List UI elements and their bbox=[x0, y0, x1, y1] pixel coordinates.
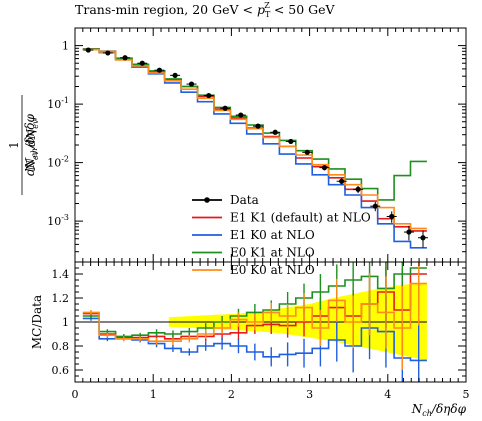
data-point bbox=[139, 60, 145, 66]
main-series-4 bbox=[82, 48, 427, 230]
data-point bbox=[406, 229, 412, 235]
ylabel-den-n: N bbox=[24, 160, 38, 172]
data-point bbox=[321, 165, 328, 171]
ratio-series-2 bbox=[82, 267, 427, 338]
ylabel-dnum: dN bbox=[24, 128, 38, 147]
data-point bbox=[188, 81, 195, 87]
xlabel-rest: /δηδφ bbox=[431, 402, 467, 416]
ylabel-den: Nev dNev bbox=[24, 119, 40, 172]
data-point bbox=[420, 235, 426, 241]
x-axis-title: Nch/δηδφ bbox=[411, 402, 467, 418]
data-point bbox=[122, 55, 128, 61]
data-point bbox=[222, 105, 228, 111]
legend: Data E1 K1 (default) at NLO E1 K0 at NLO E0… bbox=[192, 193, 371, 277]
data-point bbox=[304, 149, 310, 155]
x-tick-label: 4 bbox=[384, 388, 391, 401]
data-point bbox=[238, 112, 244, 118]
ratio-series-1 bbox=[82, 317, 427, 362]
x-tick-label: 1 bbox=[150, 388, 157, 401]
main-series-3 bbox=[82, 48, 427, 201]
title-prefix: Trans-min region, 20 GeV < bbox=[75, 2, 257, 17]
data-point bbox=[255, 123, 261, 129]
main-y-tick-label: 10-2 bbox=[47, 155, 69, 170]
xlabel-n: N bbox=[411, 402, 423, 416]
main-y-tick-label: 10-1 bbox=[47, 96, 69, 111]
ratio-y-tick-label: 1.4 bbox=[52, 268, 70, 281]
data-point bbox=[172, 72, 178, 78]
x-tick-label: 0 bbox=[72, 388, 79, 401]
ratio-y-tick-label: 0.8 bbox=[52, 340, 70, 353]
main-y-tick-label: 10-3 bbox=[47, 213, 69, 228]
ylabel-dden-sub: ch bbox=[30, 148, 39, 158]
data-point bbox=[105, 50, 111, 56]
data-point bbox=[272, 129, 278, 135]
ylabel-dden: dNch/δηδφ bbox=[23, 113, 39, 176]
ratio-series-3 bbox=[82, 282, 427, 342]
ratio-y-tick-label: 0.6 bbox=[52, 364, 70, 377]
legend-label-0: Data bbox=[230, 193, 259, 207]
ylabel-den-sub: ev bbox=[31, 150, 40, 160]
x-tick-label: 2 bbox=[228, 388, 235, 401]
ylabel-dden-n: dN bbox=[23, 157, 37, 176]
legend-label-4: E0 K0 at NLO bbox=[230, 263, 315, 277]
title-sup: Z bbox=[264, 1, 270, 10]
title-sub: T bbox=[265, 10, 271, 19]
ratio-y-tick-label: 1.2 bbox=[52, 292, 70, 305]
legend-label-3: E0 K1 at NLO bbox=[230, 246, 315, 260]
main-y-axis-title-second: dNch/δηδφ bbox=[23, 113, 39, 176]
main-panel: 1 10-1 10-2 10-3 bbox=[47, 27, 467, 263]
data-point bbox=[355, 186, 361, 192]
ratio-y-axis-title: MC/Data bbox=[30, 295, 44, 349]
data-point bbox=[372, 203, 378, 209]
x-tick-label: 3 bbox=[306, 388, 313, 401]
data-point bbox=[339, 178, 345, 184]
title-p: p bbox=[257, 2, 265, 17]
ylabel-dnum-sub: ev bbox=[31, 119, 40, 129]
ylabel-dden-rest: /δηδφ bbox=[23, 113, 37, 149]
xlabel-sub: ch bbox=[422, 409, 432, 418]
data-point bbox=[288, 138, 294, 145]
title-suffix: < 50 GeV bbox=[270, 2, 336, 17]
chart-title: Trans-min region, 20 GeV < pTZ < 50 GeV bbox=[75, 1, 336, 19]
ratio-panel: 0.6 0.8 1 1.2 1.4 0 1 2 3 4 5 bbox=[52, 261, 470, 401]
main-y-axis-title: 1 Nev dNev bbox=[7, 95, 40, 195]
legend-label-1: E1 K1 (default) at NLO bbox=[230, 211, 371, 225]
ratio-y-tick-label: 1 bbox=[62, 316, 69, 329]
data-point bbox=[85, 47, 91, 53]
data-point bbox=[206, 92, 212, 99]
main-series-2 bbox=[82, 48, 427, 249]
legend-marker bbox=[204, 197, 210, 203]
x-tick-label: 5 bbox=[463, 388, 470, 401]
legend-label-2: E1 K0 at NLO bbox=[230, 228, 315, 242]
main-y-tick-label: 1 bbox=[62, 40, 69, 53]
data-point bbox=[156, 67, 163, 73]
ylabel-one: 1 bbox=[7, 141, 21, 149]
data-point bbox=[389, 213, 395, 220]
